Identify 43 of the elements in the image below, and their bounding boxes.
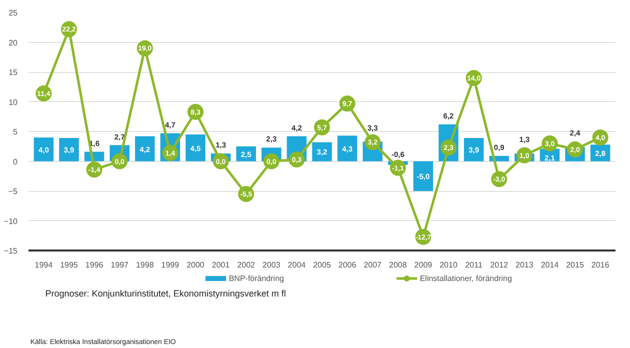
x-tick-label: 2009 [414,260,433,270]
x-tick-label: 1995 [60,260,78,270]
y-tick-label: 20 [8,38,18,48]
x-tick-label: 2003 [262,260,281,270]
bar [34,137,54,162]
x-tick-label: 1999 [161,260,180,270]
text: Prognoser: Konjunkturinstitutet, Ekonomistyrningsverket m fl [45,288,286,298]
bar [135,136,155,162]
y-tick-label: 5 [13,128,18,136]
x-tick-label: 1996 [85,260,104,270]
x-tick-label: 2012 [490,260,509,270]
x-tick-label: 2000 [186,260,205,270]
x-tick-label: 2011 [465,260,483,270]
legend-label: BNP-förändring [228,274,284,283]
x-tick-label: 2006 [338,260,357,270]
bar [186,134,206,162]
y-tick-label: 10 [8,98,18,107]
legend-label: Elinstallationer, förändring [420,274,512,283]
bar [312,142,332,162]
bar [337,136,358,162]
bar [464,138,484,162]
x-tick-label: 2005 [313,260,332,270]
x-tick-label: 1997 [110,260,130,270]
x-tick-label: 1998 [136,260,154,270]
x-tick-label: 2015 [566,260,584,270]
x-tick-label: 2016 [591,260,610,270]
bar [413,161,434,191]
x-tick-label: 2002 [237,260,256,270]
x-tick-label: 1994 [34,260,54,270]
x-tick-label: 2014 [540,260,560,270]
y-tick-label: −10 [4,216,18,226]
y-tick-label: 25 [8,8,18,18]
y-tick-label: −15 [4,246,18,256]
x-tick-label: 2013 [516,260,534,270]
y-tick-label: −5 [8,187,18,196]
x-tick-label: 2008 [389,260,408,270]
y-tick-label: 15 [8,68,18,77]
y-tick-label: 0 [13,157,18,166]
bar [59,138,79,162]
x-tick-label: 2001 [212,260,230,270]
x-tick-label: 2004 [288,260,306,270]
x-tick-label: 2007 [364,260,382,270]
x-tick-label: 2010 [440,260,458,270]
